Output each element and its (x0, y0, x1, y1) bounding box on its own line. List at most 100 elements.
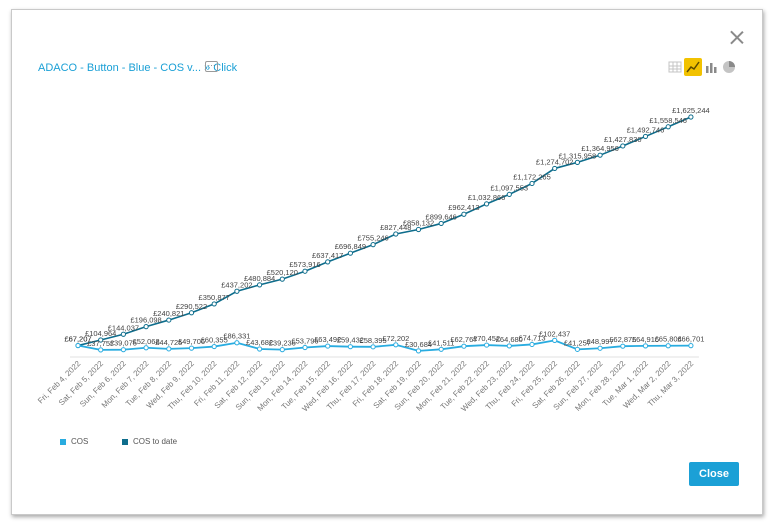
data-label-cos-to-date: £240,821 (153, 309, 184, 318)
data-point-cos-to-date (234, 288, 240, 294)
data-point-cos (574, 346, 581, 352)
data-label-cos-to-date: £962,413 (448, 203, 479, 212)
breadcrumb: ADACO - Button - Blue - COS v... » Click (38, 62, 237, 74)
data-point-cos-to-date (438, 220, 444, 227)
data-point-cos (370, 344, 376, 350)
breadcrumb-separator: » (204, 62, 211, 74)
data-label-cos-to-date: £1,427,830 (604, 135, 642, 144)
data-point-cos-to-date (279, 276, 285, 282)
data-label-cos: £102,437 (539, 329, 570, 338)
data-label-cos-to-date: £480,884 (244, 274, 275, 283)
legend-item-cos[interactable]: COS (60, 437, 88, 446)
data-label-cos-to-date: £755,246 (357, 234, 388, 243)
data-label-cos: £64,680 (496, 335, 523, 344)
data-label-cos: £53,796 (291, 337, 318, 346)
data-point-cos-to-date (642, 133, 649, 140)
legend-swatch-cos (60, 438, 66, 445)
data-point-cos-to-date (688, 114, 694, 120)
data-point-cos (325, 343, 331, 349)
legend-label-cos: COS (71, 437, 89, 446)
data-point-cos (166, 346, 172, 352)
legend-item-cos-to-date[interactable]: COS to date (122, 437, 177, 446)
data-point-cos (302, 344, 308, 351)
data-label-cos-to-date: £290,522 (176, 302, 207, 311)
data-point-cos-to-date (166, 317, 172, 323)
data-label-cos-to-date: £144,037 (108, 323, 139, 332)
data-label-cos-to-date: £1,032,866 (468, 193, 506, 202)
data-label-cos: £58,395 (360, 336, 387, 345)
data-label-cos-to-date: £1,625,244 (672, 106, 710, 115)
data-point-cos-to-date (461, 211, 467, 217)
data-point-cos-to-date (257, 282, 263, 288)
data-label-cos-to-date: £1,274,702 (536, 157, 574, 166)
data-point-cos (257, 346, 263, 352)
data-label-cos-to-date: £104,964 (85, 329, 116, 338)
breadcrumb-current[interactable]: Click (213, 62, 238, 74)
data-label-cos: £74,713 (518, 333, 545, 342)
data-point-cos (484, 342, 490, 348)
data-label-cos-to-date: £1,492,746 (627, 125, 665, 134)
data-point-cos (438, 346, 444, 352)
series-line-cos-to-date (77, 116, 692, 347)
data-point-cos (211, 343, 217, 350)
data-label-cos: £44,725 (155, 338, 182, 347)
data-point-cos (347, 344, 353, 350)
data-label-cos-to-date: £1,364,956 (581, 144, 619, 153)
line-chart-icon[interactable] (684, 58, 702, 76)
data-point-cos (506, 343, 512, 349)
data-point-cos (597, 345, 603, 351)
data-point-cos-to-date (143, 324, 149, 330)
table-view-icon[interactable] (666, 58, 684, 76)
data-point-cos-to-date (665, 124, 671, 130)
data-label-cos-to-date: £437,202 (221, 280, 252, 289)
data-point-cos (620, 343, 626, 349)
data-label-cos-to-date: £1,558,546 (649, 116, 687, 125)
data-point-cos (143, 345, 149, 351)
close-button[interactable]: Close (689, 462, 739, 486)
data-label-cos: £41,257 (564, 338, 591, 347)
data-point-cos (75, 342, 81, 349)
data-point-cos-to-date (347, 250, 353, 256)
data-label-cos: £43,682 (246, 338, 273, 347)
legend-swatch-cos-to-date (122, 438, 128, 445)
data-point-cos-to-date (188, 310, 195, 316)
data-point-cos-to-date (597, 152, 603, 158)
data-point-cos (642, 343, 649, 349)
data-label-cos-to-date: £1,172,265 (513, 172, 551, 181)
bar-chart-icon[interactable] (702, 58, 720, 76)
data-point-cos-to-date (211, 301, 217, 307)
data-label-cos: £63,492 (314, 335, 341, 344)
data-label-cos-to-date: £858,132 (403, 219, 434, 228)
data-label-cos-to-date: £696,849 (335, 242, 366, 251)
data-label-cos: £39,236 (269, 339, 296, 348)
more-options-button[interactable]: ··· (205, 61, 218, 72)
data-label-cos: £49,706 (178, 337, 205, 346)
data-point-cos-to-date (370, 242, 376, 248)
data-point-cos (98, 347, 104, 353)
data-label-cos: £62,875 (609, 335, 636, 344)
data-label-cos-to-date: £1,097,553 (491, 183, 529, 192)
data-point-cos (393, 342, 399, 348)
data-point-cos (188, 345, 195, 351)
pie-chart-icon[interactable] (720, 58, 738, 76)
chart-dialog (11, 9, 763, 515)
data-point-cos-to-date (393, 231, 399, 237)
data-point-cos (688, 343, 694, 349)
data-point-cos-to-date (120, 331, 127, 337)
data-label-cos-to-date: £637,417 (312, 251, 343, 260)
data-label-cos: £64,916 (632, 335, 659, 344)
legend-label-cos-to-date: COS to date (133, 437, 178, 446)
data-label-cos: £66,701 (677, 335, 704, 344)
data-label-cos-to-date: £520,120 (267, 268, 298, 277)
data-label-cos: £70,452 (473, 334, 500, 343)
data-point-cos (529, 341, 535, 348)
data-label-cos: £41,511 (428, 338, 455, 347)
data-point-cos (415, 348, 422, 354)
data-label-cos: £86,331 (223, 332, 250, 341)
data-point-cos (279, 347, 285, 353)
breadcrumb-item[interactable]: ADACO - Button - Blue - COS v... (38, 62, 202, 74)
data-point-cos-to-date (529, 180, 535, 187)
data-point-cos-to-date (325, 259, 331, 265)
data-label-cos-to-date: £1,315,958 (559, 151, 597, 160)
data-point-cos-to-date (484, 201, 490, 207)
